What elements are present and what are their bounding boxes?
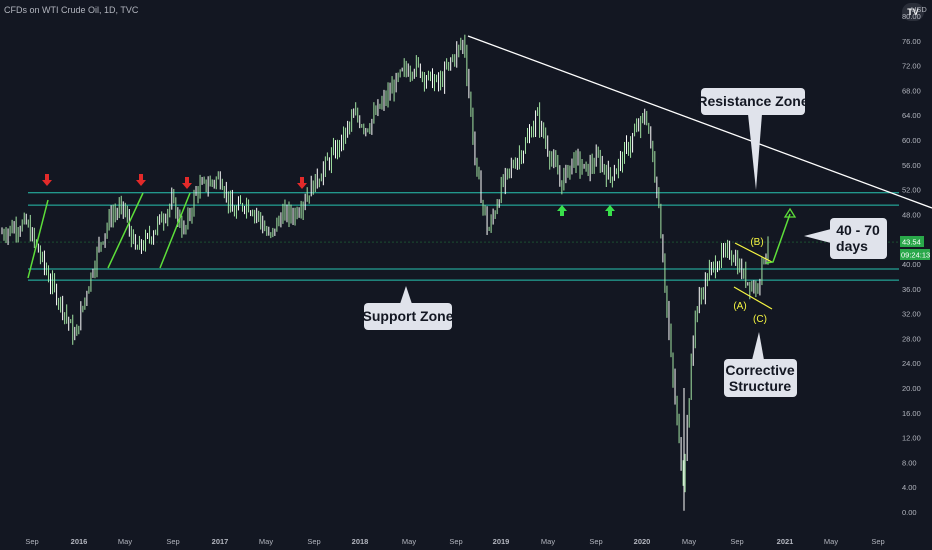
y-tick-label: 60.00 xyxy=(902,136,921,145)
candles-layer xyxy=(1,34,769,511)
y-tick-label: 8.00 xyxy=(902,458,917,467)
x-tick-label: May xyxy=(824,537,838,546)
y-tick-label: 40.00 xyxy=(902,260,921,269)
x-tick-label: 2016 xyxy=(71,537,88,546)
impulse-line xyxy=(159,192,191,269)
resistance-zone-label: Resistance Zone xyxy=(697,93,808,109)
zones-layer xyxy=(0,192,899,281)
corrective-callout: Corrective Structure xyxy=(724,332,797,397)
wave-b-label: (B) xyxy=(750,237,763,248)
wave-a-label: (A) xyxy=(733,301,746,312)
y-tick-label: 16.00 xyxy=(902,409,921,418)
impulse-line xyxy=(27,199,49,279)
x-tick-label: Sep xyxy=(589,537,602,546)
currency-label: USD xyxy=(911,5,927,14)
corrective-label-line2: Structure xyxy=(729,378,791,394)
projection-line xyxy=(765,213,791,264)
countdown-value: 09:24:13 xyxy=(901,251,930,260)
y-tick-label: 56.00 xyxy=(902,161,921,170)
down-arrow-icon xyxy=(42,174,52,186)
down-arrow-icon xyxy=(297,177,307,189)
x-tick-label: Sep xyxy=(166,537,179,546)
y-tick-label: 72.00 xyxy=(902,62,921,71)
x-tick-label: 2018 xyxy=(352,537,369,546)
y-tick-label: 0.00 xyxy=(902,508,917,517)
x-tick-label: May xyxy=(541,537,555,546)
x-tick-label: May xyxy=(402,537,416,546)
support-zone-label: Support Zone xyxy=(363,308,454,324)
y-tick-label: 36.00 xyxy=(902,285,921,294)
x-tick-label: Sep xyxy=(730,537,743,546)
support-callout: Support Zone xyxy=(363,286,454,330)
y-tick-label: 28.00 xyxy=(902,334,921,343)
y-tick-label: 64.00 xyxy=(902,111,921,120)
y-tick-label: 48.00 xyxy=(902,210,921,219)
wave-channel-upper xyxy=(734,242,773,263)
y-tick-label: 76.00 xyxy=(902,37,921,46)
x-tick-label: 2020 xyxy=(634,537,651,546)
x-tick-label: 2019 xyxy=(493,537,510,546)
y-tick-label: 12.00 xyxy=(902,434,921,443)
x-tick-label: May xyxy=(259,537,273,546)
days-label-line1: 40 - 70 xyxy=(836,222,880,238)
wave-channel-lower xyxy=(733,286,773,310)
corrective-label-line1: Corrective xyxy=(725,362,794,378)
down-arrow-icon xyxy=(182,177,192,189)
overlays-layer xyxy=(27,35,932,310)
y-tick-label: 20.00 xyxy=(902,384,921,393)
x-tick-label: Sep xyxy=(449,537,462,546)
y-tick-label: 52.00 xyxy=(902,186,921,195)
x-tick-label: 2017 xyxy=(212,537,229,546)
tradingview-logo-icon[interactable]: TV xyxy=(902,3,924,21)
down-arrow-icon xyxy=(136,174,146,186)
y-tick-label: 4.00 xyxy=(902,483,917,492)
projection-arrow-icon xyxy=(783,207,797,218)
days-label-line2: days xyxy=(836,238,868,254)
wave-c-label: (C) xyxy=(753,314,767,325)
y-tick-label: 32.00 xyxy=(902,310,921,319)
impulse-line xyxy=(107,192,144,269)
last-price-value: 43.54 xyxy=(902,238,921,247)
countdown-badge xyxy=(900,249,930,260)
x-tick-label: Sep xyxy=(307,537,320,546)
resistance-callout: Resistance Zone xyxy=(697,88,809,190)
up-arrow-icon xyxy=(605,205,615,216)
resistance-trendline xyxy=(467,35,932,209)
last-price-badge xyxy=(900,236,924,247)
x-tick-label: Sep xyxy=(25,537,38,546)
x-tick-label: May xyxy=(118,537,132,546)
axes-layer: 0.00 4.00 8.00 12.00 16.00 20.00 24.00 28.00 32.… xyxy=(25,12,920,546)
days-callout: 40 - 70 days xyxy=(804,218,887,259)
up-arrow-icon xyxy=(557,205,567,216)
y-tick-label: 24.00 xyxy=(902,359,921,368)
x-tick-label: May xyxy=(682,537,696,546)
y-tick-label: 80.00 xyxy=(902,12,921,21)
x-tick-label: Sep xyxy=(871,537,884,546)
y-tick-label: 68.00 xyxy=(902,86,921,95)
chart-title: CFDs on WTI Crude Oil, 1D, TVC xyxy=(4,5,139,15)
x-tick-label: 2021 xyxy=(777,537,794,546)
